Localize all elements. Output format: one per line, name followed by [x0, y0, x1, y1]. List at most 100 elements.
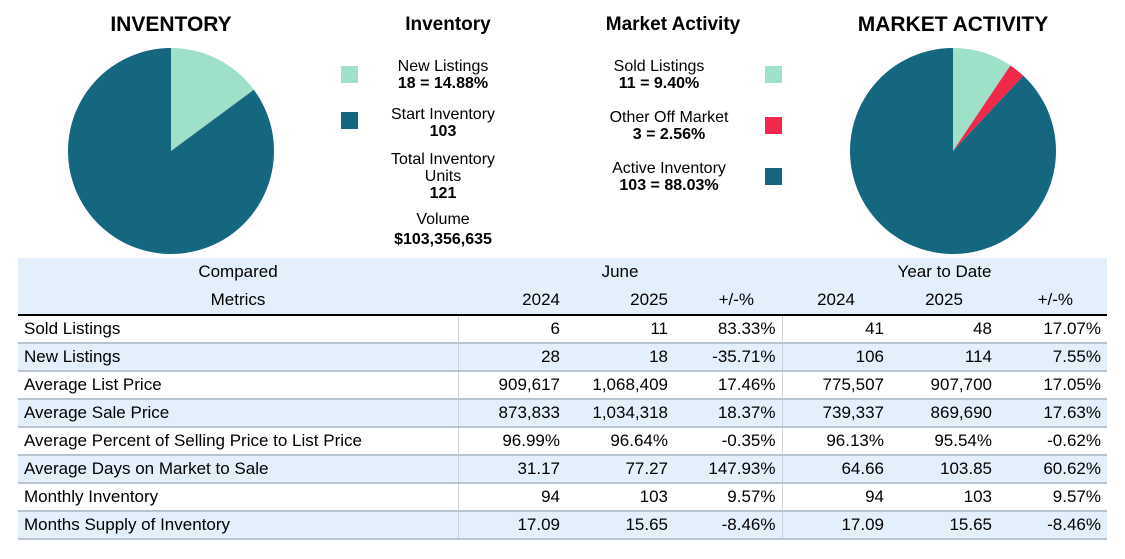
total-inventory-value: 121: [429, 185, 457, 202]
volume-legend: Volume $103,356,635: [368, 211, 518, 248]
start-inventory-value: 103: [429, 123, 457, 140]
metric-name-cell: Average Days on Market to Sale: [18, 455, 458, 484]
compared-header: Compared: [18, 258, 458, 286]
cell-ytd-change: -0.62%: [998, 427, 1107, 456]
cell-june-2024: 31.17: [457, 455, 566, 484]
metric-name-cell: Average List Price: [18, 371, 458, 400]
table-row: Monthly Inventory 94 103 9.57% 94 103 9.57%: [18, 483, 1107, 512]
cell-june-2025: 15.65: [566, 511, 674, 540]
cell-june-2024: 94: [457, 483, 566, 512]
cell-ytd-2025: 48: [890, 315, 998, 344]
active-inventory-value: 103 = 88.03%: [619, 177, 719, 194]
cell-ytd-2024: 41: [781, 315, 890, 344]
cell-june-change: 18.37%: [674, 399, 782, 428]
other-off-market-label: Other Off Market: [609, 109, 729, 126]
cell-ytd-change: 17.07%: [998, 315, 1107, 344]
header-row-2: Metrics 2024 2025 +/-% 2024 2025 +/-%: [18, 286, 1107, 316]
new-listings-value: 18 = 14.88%: [397, 75, 489, 92]
sold-listings-label: Sold Listings: [613, 58, 705, 75]
active-inventory-swatch: [765, 168, 782, 185]
cell-ytd-2025: 103: [890, 483, 998, 512]
cell-june-2024: 96.99%: [457, 427, 566, 456]
table-row: Average List Price 909,617 1,068,409 17.46%…: [18, 371, 1107, 400]
start-inventory-swatch: [341, 112, 358, 129]
metric-name-cell: Monthly Inventory: [18, 483, 458, 512]
inventory-slice-start-inventory: [68, 47, 275, 254]
active-inventory-label: Active Inventory: [612, 160, 726, 177]
cell-june-2025: 11: [566, 315, 674, 344]
new-listings-label: New Listings: [397, 58, 489, 75]
market-activity-chart-title: MARKET ACTIVITY: [857, 13, 1049, 36]
start-inventory-label: Start Inventory: [390, 106, 496, 123]
cell-ytd-2024: 739,337: [781, 399, 890, 428]
cell-ytd-2024: 775,507: [781, 371, 890, 400]
metric-name-cell: Months Supply of Inventory: [18, 511, 458, 540]
cell-ytd-2025: 114: [890, 343, 998, 372]
market-activity-legend-title: Market Activity: [605, 14, 741, 35]
cell-june-2024: 873,833: [457, 399, 566, 428]
sold-listings-value: 11 = 9.40%: [618, 75, 700, 92]
metric-name-cell: Sold Listings: [18, 315, 458, 344]
cell-june-change: 147.93%: [674, 455, 782, 484]
market-activity-slice-other-off-market: [953, 65, 1024, 151]
sold-listings-swatch: [765, 66, 782, 83]
ytd-header: Year to Date: [782, 258, 1107, 286]
table-row: Months Supply of Inventory 17.09 15.65 -8.4…: [18, 511, 1107, 540]
col-header-june-change: +/-%: [674, 286, 782, 316]
cell-ytd-2025: 15.65: [890, 511, 998, 540]
sold-listings-legend: Sold Listings 11 = 9.40%: [586, 58, 732, 92]
cell-june-2024: 28: [457, 343, 566, 372]
metric-name-cell: Average Percent of Selling Price to List…: [18, 427, 458, 456]
market-activity-pie-chart: [850, 48, 1056, 254]
col-header-june-2025: 2025: [566, 286, 674, 316]
cell-ytd-2025: 869,690: [890, 399, 998, 428]
col-header-ytd-change: +/-%: [998, 286, 1107, 316]
total-inventory-label-1: Total Inventory: [390, 151, 496, 168]
cell-ytd-change: 9.57%: [998, 483, 1107, 512]
table-row: Average Percent of Selling Price to List…: [18, 427, 1107, 456]
table-row: Sold Listings 6 11 83.33% 41 48 17.07%: [18, 315, 1107, 344]
volume-label: Volume: [416, 211, 470, 228]
col-header-ytd-2025: 2025: [890, 286, 998, 316]
new-listings-legend: New Listings 18 = 14.88%: [370, 58, 516, 92]
table-row: Average Sale Price 873,833 1,034,318 18.37%…: [18, 399, 1107, 428]
cell-ytd-2024: 106: [781, 343, 890, 372]
new-listings-swatch: [341, 66, 358, 83]
col-header-ytd-2024: 2024: [782, 286, 890, 316]
metrics-table: Compared June Year to Date Metrics 2024 …: [18, 258, 1107, 540]
volume-value: $103,356,635: [394, 231, 492, 248]
total-inventory-legend: Total Inventory Units 121: [368, 151, 518, 202]
inventory-slice-new-listings: [171, 48, 254, 151]
cell-june-change: 83.33%: [674, 315, 782, 344]
start-inventory-legend: Start Inventory 103: [368, 106, 518, 140]
cell-june-2025: 96.64%: [566, 427, 674, 456]
cell-june-2025: 1,068,409: [566, 371, 674, 400]
table-row: New Listings 28 18 -35.71% 106 114 7.55%: [18, 343, 1107, 372]
inventory-legend-title: Inventory: [405, 14, 491, 35]
other-off-market-legend: Other Off Market 3 = 2.56%: [590, 109, 748, 143]
market-activity-slice-active-inventory: [850, 48, 1056, 254]
other-off-market-value: 3 = 2.56%: [632, 126, 706, 143]
inventory-pie-chart: [68, 47, 275, 254]
cell-ytd-2024: 17.09: [781, 511, 890, 540]
june-header: June: [458, 258, 782, 286]
cell-june-2025: 18: [566, 343, 674, 372]
cell-ytd-2025: 95.54%: [890, 427, 998, 456]
metric-name-cell: Average Sale Price: [18, 399, 458, 428]
other-off-market-swatch: [765, 117, 782, 134]
cell-june-change: -35.71%: [674, 343, 782, 372]
header-row-1: Compared June Year to Date: [18, 258, 1107, 286]
cell-ytd-change: 60.62%: [998, 455, 1107, 484]
cell-ytd-change: 17.05%: [998, 371, 1107, 400]
metric-name-cell: New Listings: [18, 343, 458, 372]
cell-june-2024: 17.09: [457, 511, 566, 540]
cell-ytd-2024: 94: [781, 483, 890, 512]
inventory-chart-title: INVENTORY: [110, 13, 232, 36]
cell-june-change: 9.57%: [674, 483, 782, 512]
active-inventory-legend: Active Inventory 103 = 88.03%: [594, 160, 744, 194]
cell-june-2025: 103: [566, 483, 674, 512]
metrics-header: Metrics: [18, 286, 458, 316]
cell-june-change: 17.46%: [674, 371, 782, 400]
cell-ytd-2024: 96.13%: [781, 427, 890, 456]
cell-ytd-2024: 64.66: [781, 455, 890, 484]
